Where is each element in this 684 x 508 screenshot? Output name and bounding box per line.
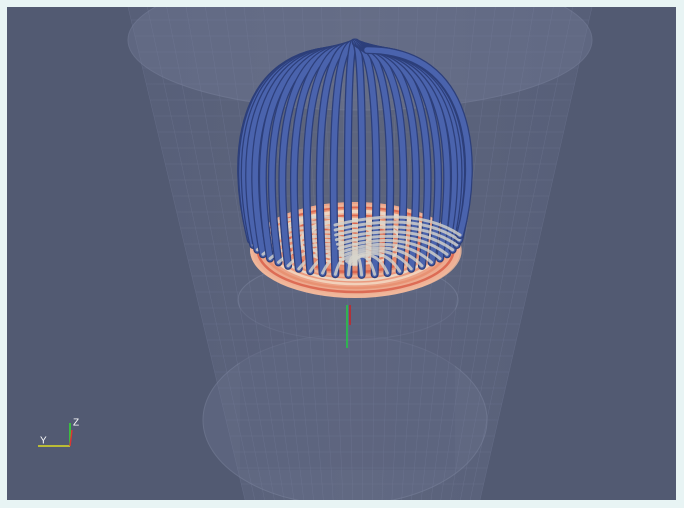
mesh-line: [450, 7, 535, 500]
streamline-tail: [334, 230, 455, 252]
streamline-tail: [340, 246, 424, 268]
mesh-line: [470, 7, 573, 500]
mesh-line: [479, 7, 593, 500]
streamline: [330, 40, 356, 278]
streamline-tail: [333, 215, 462, 237]
mesh-line: [205, 7, 285, 500]
streamline: [364, 47, 472, 238]
streamline-tail: [337, 239, 442, 261]
y-label: Y: [40, 436, 47, 447]
mesh-line: [460, 7, 554, 500]
render-view: Z Y: [7, 7, 676, 500]
streamlines: [237, 38, 473, 279]
mesh-line: [127, 7, 246, 500]
streamline-tail: [349, 254, 377, 276]
mesh-line: [147, 7, 255, 500]
z-label: Z: [73, 418, 79, 429]
streamline-tail: [335, 234, 449, 256]
streamline-tail: [334, 225, 459, 247]
mesh-line: [166, 7, 265, 500]
streamline-tail: [342, 249, 413, 271]
streamline: [317, 41, 355, 276]
streamline-tail: [347, 253, 389, 275]
swirl-ring: [250, 203, 462, 298]
mesh-line: [185, 7, 275, 500]
mesh-line: [440, 7, 515, 500]
streamline-tail: [333, 220, 461, 242]
mesh-line: [430, 7, 496, 500]
x-axis: [69, 429, 73, 447]
streamline-tail: [338, 242, 434, 264]
streamline-tail: [344, 251, 402, 273]
axes-gizmo: Z Y: [38, 418, 79, 447]
streamline: [353, 39, 365, 278]
streamline: [303, 42, 353, 274]
